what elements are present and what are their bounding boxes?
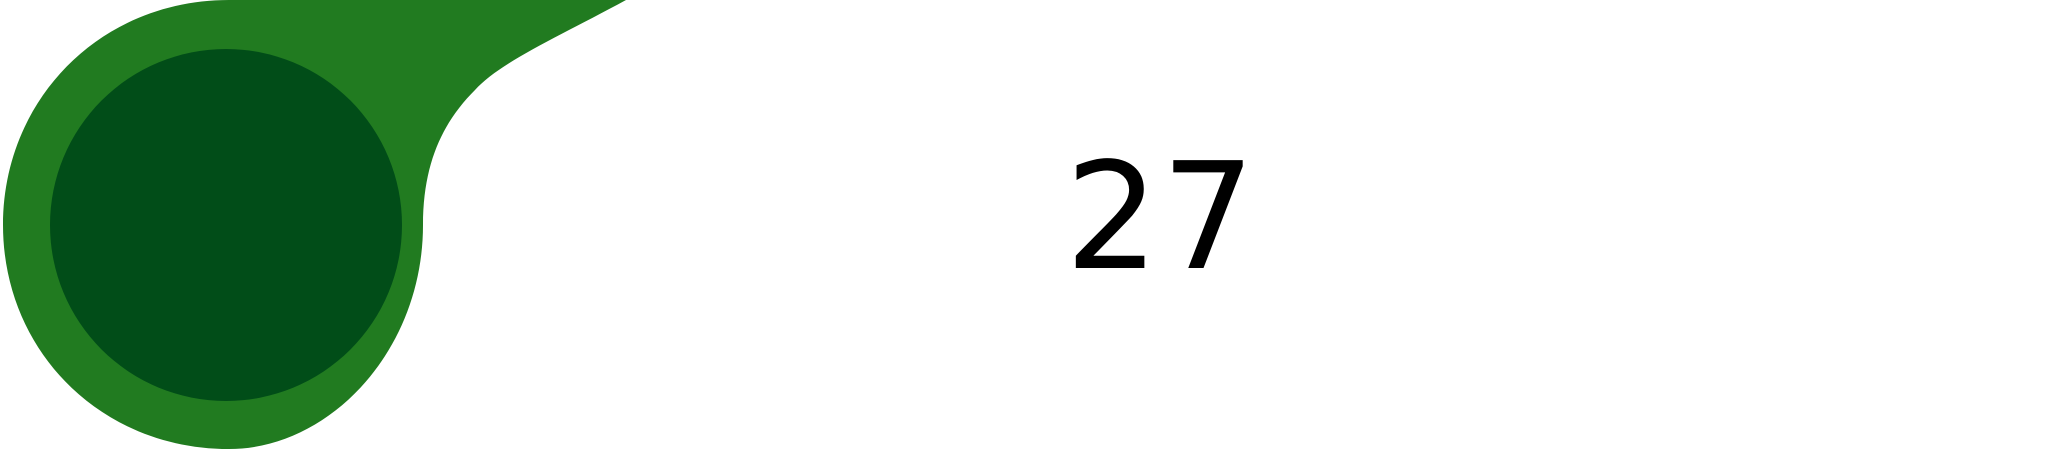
teardrop-badge-icon [3,0,626,449]
number-value: 27 [1065,131,1258,303]
badge-inner-circle [50,49,402,401]
